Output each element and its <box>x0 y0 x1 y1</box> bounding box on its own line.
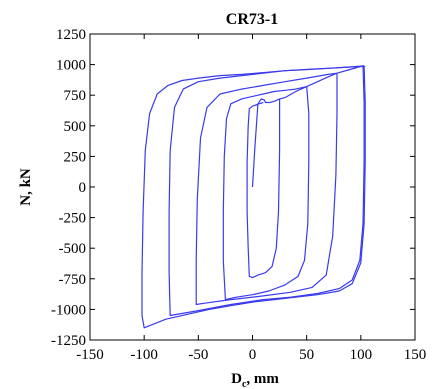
axis-ticks: -150 -100 -50 0 50 100 150125010007505002500-2… <box>51 27 426 363</box>
hysteresis-loop-5 <box>141 65 366 329</box>
x-tick-label: 150 <box>404 347 427 363</box>
x-axis-title-main: D <box>231 371 242 387</box>
y-tick-label: 1000 <box>56 58 86 74</box>
chart-title: CR73-1 <box>226 11 278 28</box>
y-tick-label: 750 <box>64 88 87 104</box>
hysteresis-loop-1 <box>246 98 281 279</box>
x-tick-label: -50 <box>188 347 208 363</box>
x-tick-label: 0 <box>249 347 257 363</box>
hysteresis-loop-3 <box>195 72 338 306</box>
y-tick-label: -250 <box>59 211 87 227</box>
x-axis-title-rest: , mm <box>246 371 279 387</box>
y-tick-label: 250 <box>64 149 87 165</box>
series-layer <box>141 65 366 329</box>
y-tick-label: 500 <box>64 119 87 135</box>
x-axis-title-subscript: c <box>242 379 247 389</box>
y-tick-label: 0 <box>79 180 87 196</box>
x-tick-label: 50 <box>299 347 314 363</box>
y-tick-label: -1000 <box>51 302 86 318</box>
y-tick-label: -750 <box>59 272 87 288</box>
y-tick-label: -500 <box>59 241 87 257</box>
hysteresis-loop-2 <box>222 86 310 301</box>
x-tick-label: -100 <box>130 347 158 363</box>
x-axis-title: Dc, mm <box>231 371 279 389</box>
y-tick-label: 1250 <box>56 27 86 43</box>
x-tick-label: 100 <box>350 347 373 363</box>
y-axis-title: N, kN <box>18 168 34 206</box>
x-tick-label: -150 <box>76 347 104 363</box>
y-tick-label: -1250 <box>51 333 86 349</box>
